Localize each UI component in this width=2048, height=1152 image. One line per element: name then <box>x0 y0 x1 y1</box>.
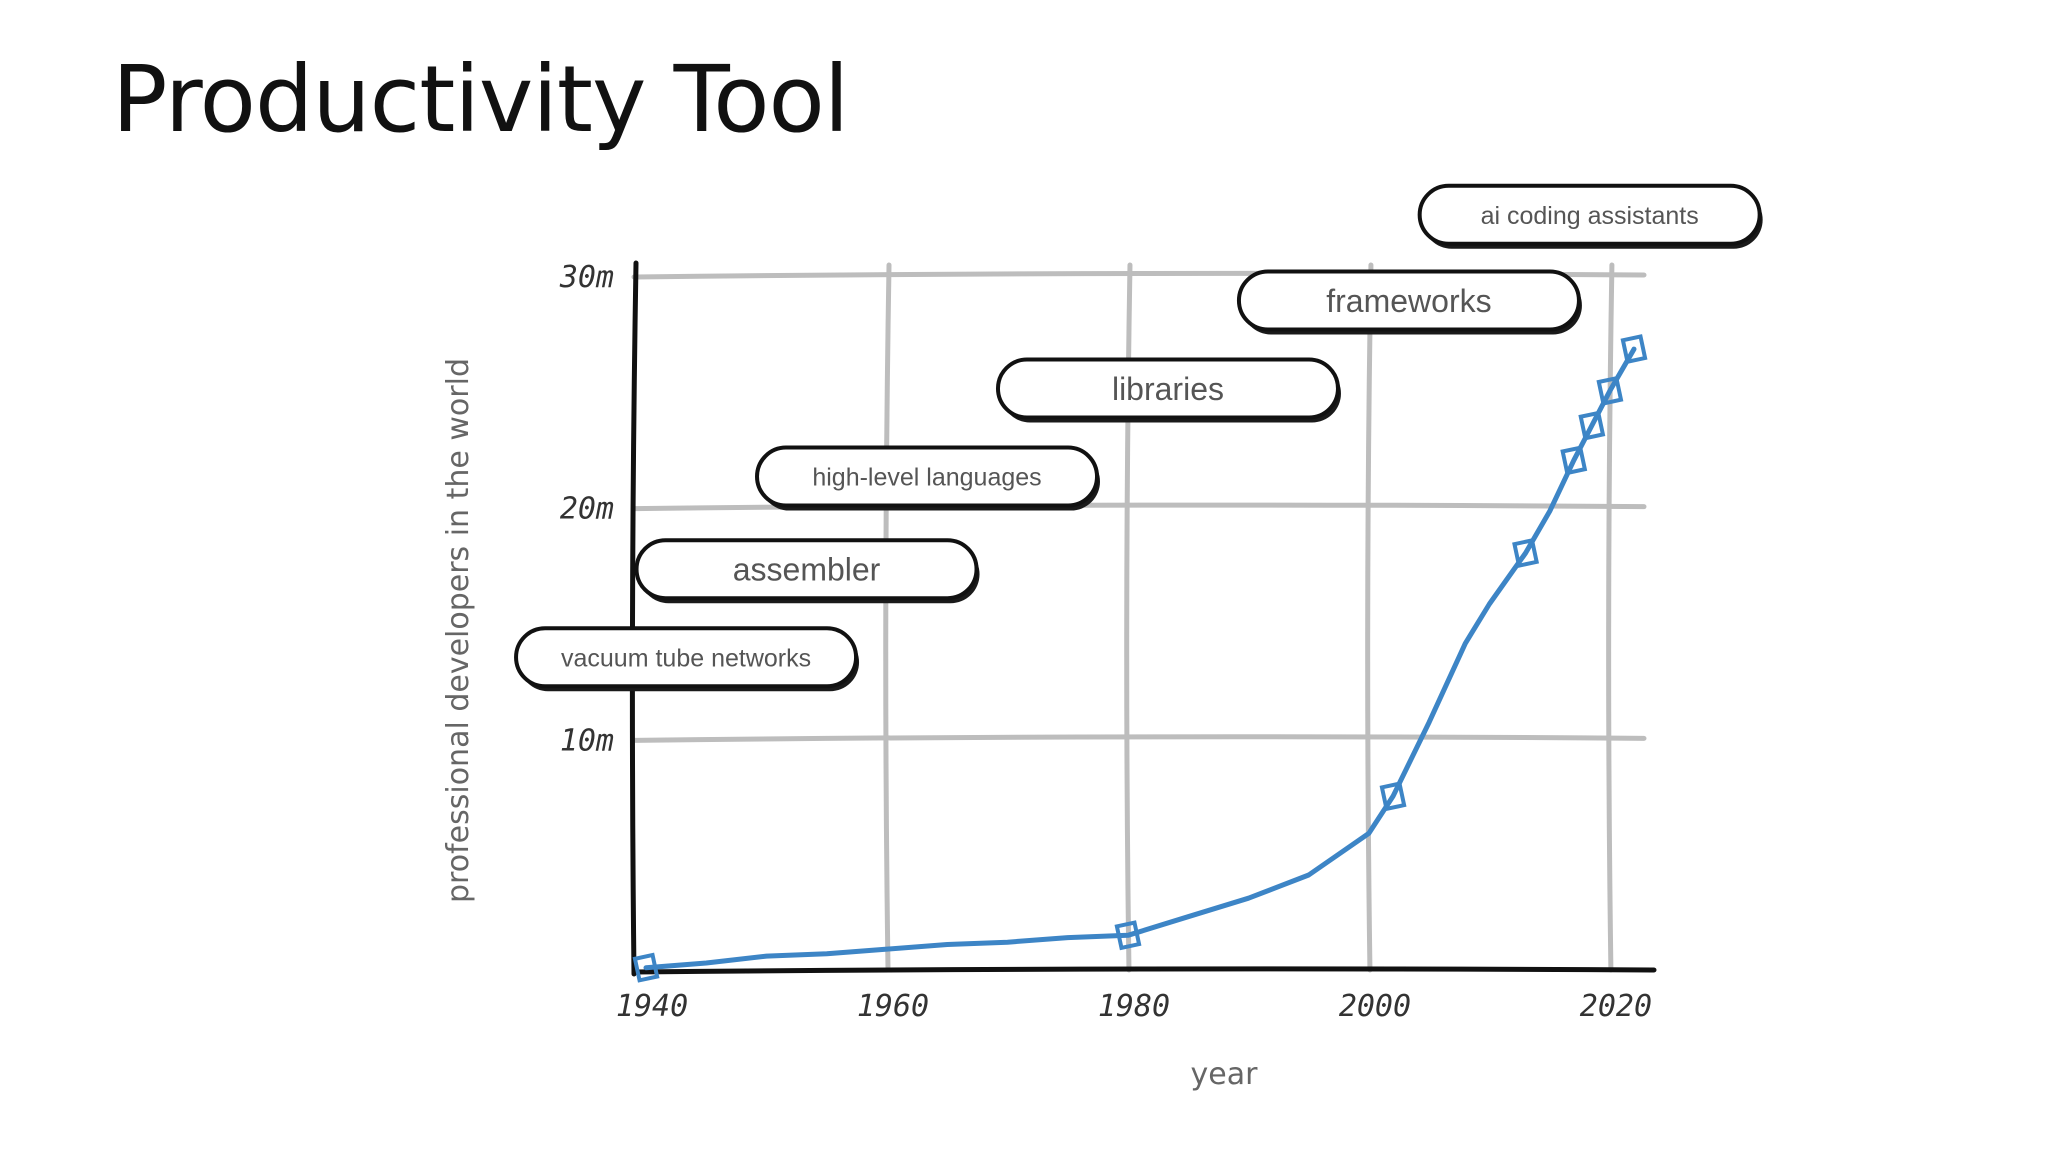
y-axis-title: professional developers in the world <box>441 358 476 903</box>
x-tick-label: 2000 <box>1339 989 1411 1024</box>
annotation-pill: ai coding assistants <box>1417 183 1763 249</box>
annotation-pill-body <box>755 445 1100 508</box>
annotation-pill: libraries <box>995 357 1341 423</box>
grid-line-x <box>1606 262 1615 973</box>
grid-line-y <box>631 734 1647 743</box>
data-point-marker <box>632 952 660 983</box>
tick-labels: 1940 1960 1980 2000 2020 10m 20m 30m <box>559 260 1652 1024</box>
annotation-label: high-level languages <box>812 464 1041 492</box>
annotation-label: vacuum tube networks <box>561 644 811 672</box>
x-axis-title: year <box>1191 1057 1259 1092</box>
annotation-pill-body <box>995 357 1340 420</box>
data-point-marker <box>1560 445 1588 476</box>
series-line <box>643 346 1637 971</box>
y-tick-label: 20m <box>560 492 614 527</box>
data-point-marker <box>1620 334 1648 365</box>
y-tick-label: 30m <box>559 260 614 295</box>
data-point-marker <box>1114 920 1142 951</box>
x-axis-line <box>631 966 1657 975</box>
x-tick-label: 1980 <box>1098 989 1170 1024</box>
axes <box>629 260 1657 977</box>
y-tick-label: 10m <box>560 723 614 758</box>
x-tick-label: 2020 <box>1580 989 1652 1024</box>
annotation-pill-body <box>1417 183 1762 246</box>
annotation-label: frameworks <box>1326 283 1491 319</box>
data-point-marker <box>1578 410 1606 441</box>
annotation-pill: high-level languages <box>755 445 1101 511</box>
annotation-pill-body <box>634 538 979 601</box>
annotation-pill-body <box>514 626 859 689</box>
x-tick-label: 1960 <box>857 989 929 1024</box>
data-point-marker <box>1596 375 1624 406</box>
annotation-pill: frameworks <box>1236 269 1582 335</box>
data-point-marker <box>1512 537 1540 569</box>
series <box>632 334 1648 983</box>
grid-line-x <box>883 262 892 973</box>
annotation-label: assembler <box>733 552 881 588</box>
annotation-label: libraries <box>1112 371 1224 407</box>
slide-title: Productivity Tool <box>112 46 849 153</box>
x-tick-label: 1940 <box>616 989 688 1024</box>
era-annotations: vacuum tube networks assembler high-level … <box>514 183 1763 692</box>
annotation-pill-body <box>1236 269 1581 332</box>
annotation-pill: assembler <box>634 538 980 604</box>
annotation-label: ai coding assistants <box>1481 202 1699 230</box>
grid-line-x <box>1365 262 1374 973</box>
data-point-marker <box>1379 781 1407 812</box>
y-axis-line <box>629 260 639 977</box>
annotation-pill: vacuum tube networks <box>514 626 860 692</box>
